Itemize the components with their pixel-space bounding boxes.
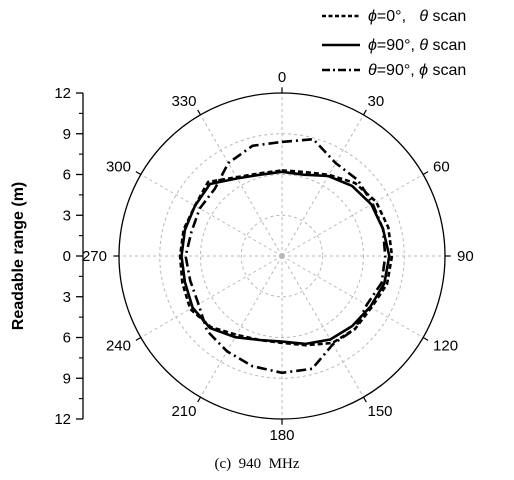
radial-tick-label: 6: [63, 330, 71, 347]
angle-tick-label: 0: [278, 69, 286, 86]
grid-spoke: [200, 114, 283, 257]
angle-tick-mark: [362, 109, 367, 116]
legend: ϕ=0°, θ scan ϕ=90°, θ scan θ=90°, ϕ scan: [322, 8, 466, 79]
angle-tick-mark: [362, 396, 367, 403]
grid-circle: [200, 174, 364, 338]
tick-layer: 0306090120150180210240270300330129630369…: [54, 69, 473, 444]
angle-tick-label: 90: [457, 248, 474, 265]
grid-spoke: [140, 174, 283, 257]
radial-tick-label: 12: [54, 411, 71, 428]
angle-tick-label: 150: [368, 403, 393, 420]
angle-tick-mark: [197, 109, 202, 116]
angle-tick-label: 120: [433, 338, 458, 355]
legend-entry-phi90-theta-scan: ϕ=90°, θ scan: [368, 37, 466, 54]
grid-circle: [240, 214, 324, 298]
radial-tick-label: 9: [63, 370, 71, 387]
angle-tick-label: 300: [106, 159, 131, 176]
angle-tick-mark: [422, 336, 429, 341]
angle-tick-label: 240: [106, 338, 131, 355]
angle-tick-label: 180: [269, 427, 294, 444]
angle-tick-label: 60: [433, 159, 450, 176]
radial-tick-label: 3: [63, 289, 71, 306]
radial-tick-label: 12: [54, 85, 71, 102]
angle-tick-label: 330: [171, 93, 196, 110]
angle-tick-mark: [135, 171, 142, 176]
legend-entry-phi0-theta-scan: ϕ=0°, θ scan: [368, 8, 466, 25]
angle-tick-mark: [197, 396, 202, 403]
figure-caption: (c) 940 MHz: [215, 456, 300, 472]
radial-tick-label: 0: [63, 248, 71, 265]
series-layer: [178, 137, 394, 375]
radial-tick-label: 3: [63, 207, 71, 224]
center-dot: [279, 253, 285, 259]
y-axis-label: Readable range (m): [10, 182, 27, 330]
angle-tick-mark: [422, 171, 429, 176]
angle-tick-label: 210: [171, 403, 196, 420]
radial-tick-label: 9: [63, 126, 71, 143]
angle-tick-mark: [135, 336, 142, 341]
angle-tick-label: 30: [368, 93, 385, 110]
grid-layer: [119, 93, 445, 419]
frame-layer: [76, 87, 451, 425]
series-line-solid: [180, 170, 391, 346]
series-line-dashdot: [184, 137, 387, 375]
legend-entry-theta90-phi-scan: θ=90°, ϕ scan: [368, 62, 466, 79]
angle-tick-label: 270: [82, 248, 107, 265]
radial-tick-label: 6: [63, 167, 71, 184]
